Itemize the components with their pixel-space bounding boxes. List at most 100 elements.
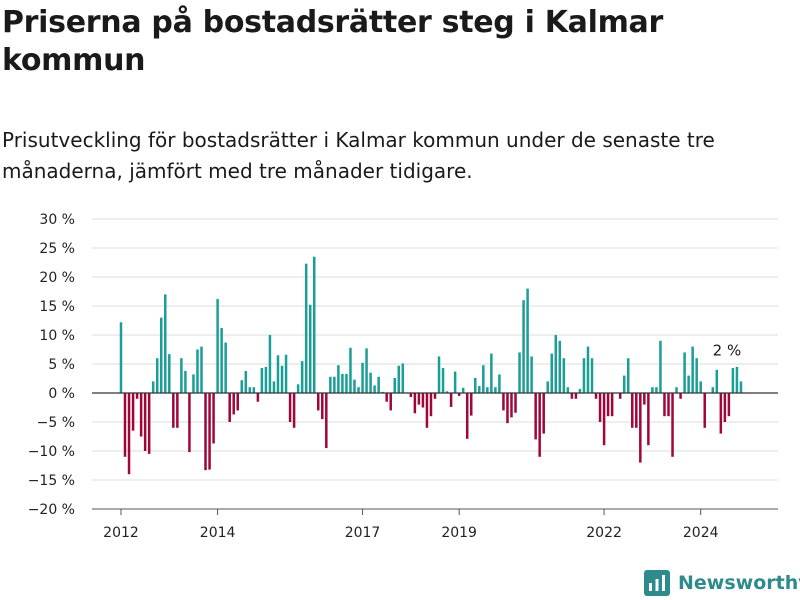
- bar: [232, 393, 235, 415]
- bar: [369, 372, 372, 393]
- bar: [147, 393, 151, 454]
- bar: [635, 393, 638, 428]
- bar: [526, 288, 529, 393]
- bar: [256, 393, 260, 402]
- y-tick-label: 0 %: [48, 386, 75, 402]
- bar: [208, 393, 211, 470]
- bar: [663, 393, 666, 417]
- bar: [618, 393, 622, 399]
- bar: [429, 393, 433, 417]
- bar: [643, 393, 646, 405]
- bar: [252, 387, 256, 393]
- bar: [184, 370, 187, 393]
- bar: [119, 322, 123, 393]
- y-tick-label: 5 %: [48, 357, 75, 373]
- bar: [530, 356, 533, 393]
- bar: [304, 263, 308, 393]
- y-grid: [92, 218, 778, 481]
- bar: [212, 393, 215, 444]
- bar: [333, 376, 336, 393]
- bar: [715, 369, 719, 393]
- bar: [176, 393, 179, 428]
- newsworthy-logo-icon: [644, 570, 670, 596]
- bar: [228, 393, 231, 422]
- bar: [486, 387, 489, 393]
- bar: [164, 294, 167, 393]
- bar: [578, 388, 582, 393]
- bar: [631, 393, 634, 428]
- bar: [413, 393, 417, 414]
- bar: [723, 393, 727, 422]
- bar: [204, 393, 207, 471]
- bar: [268, 335, 272, 393]
- bar: [498, 374, 501, 393]
- bar: [240, 380, 244, 393]
- bar: [647, 393, 650, 446]
- bar: [365, 348, 368, 393]
- bar: [711, 387, 715, 393]
- x-tick-label: 2022: [586, 525, 622, 541]
- bar: [449, 393, 453, 407]
- bar: [598, 393, 602, 422]
- bar: [389, 393, 392, 411]
- bar: [566, 387, 570, 393]
- bar: [433, 393, 437, 399]
- brand-logo: Newsworthy: [644, 568, 800, 598]
- bar: [679, 393, 682, 399]
- x-axis-ticks: 2012 2014 2017 2019 2022 2024: [103, 509, 719, 541]
- bar: [353, 379, 356, 393]
- bar: [196, 349, 199, 393]
- bar: [622, 375, 626, 393]
- bar: [574, 393, 578, 399]
- bar: [276, 355, 280, 393]
- annotations: 2 %: [713, 341, 742, 359]
- brand-name: Newsworthy: [678, 572, 800, 594]
- chart-title: Priserna på bostadsrätter steg i Kalmar …: [2, 5, 664, 78]
- bar: [667, 393, 670, 417]
- bar: [719, 393, 723, 434]
- bar: [546, 381, 549, 393]
- y-tick-label: 15 %: [39, 299, 75, 315]
- y-tick-label: 30 %: [39, 212, 75, 228]
- x-tick-label: 2024: [683, 525, 719, 541]
- bar: [437, 356, 441, 393]
- bar: [421, 393, 425, 408]
- y-tick-label: 25 %: [39, 241, 75, 257]
- bar: [188, 393, 191, 453]
- bar: [280, 365, 284, 393]
- bar: [474, 377, 477, 393]
- bar: [160, 317, 163, 393]
- bar: [397, 365, 401, 393]
- bar: [699, 381, 702, 393]
- bar: [172, 393, 175, 428]
- bar: [288, 393, 292, 422]
- bar: [139, 393, 143, 437]
- bar: [550, 353, 553, 393]
- bar: [127, 393, 131, 475]
- bar: [248, 387, 252, 393]
- bar: [341, 373, 344, 393]
- bar: [735, 366, 739, 393]
- bar: [570, 393, 574, 399]
- bar: [409, 393, 413, 398]
- bars: [119, 256, 743, 475]
- bar: [264, 366, 268, 393]
- bar: [143, 393, 147, 451]
- bar: [494, 387, 497, 393]
- x-tick-label: 2017: [345, 525, 381, 541]
- bar: [687, 375, 690, 393]
- bar: [518, 352, 521, 393]
- bar: [522, 300, 525, 393]
- bar: [308, 304, 312, 393]
- bar: [506, 393, 509, 424]
- bar: [534, 393, 537, 440]
- bar: [655, 387, 658, 393]
- bar: [272, 381, 276, 393]
- bar: [131, 393, 135, 431]
- bar: [683, 352, 686, 393]
- bar: [453, 371, 457, 393]
- y-tick-label: −20 %: [28, 502, 75, 518]
- bar: [325, 393, 328, 449]
- bar: [482, 365, 485, 393]
- bar: [200, 346, 203, 393]
